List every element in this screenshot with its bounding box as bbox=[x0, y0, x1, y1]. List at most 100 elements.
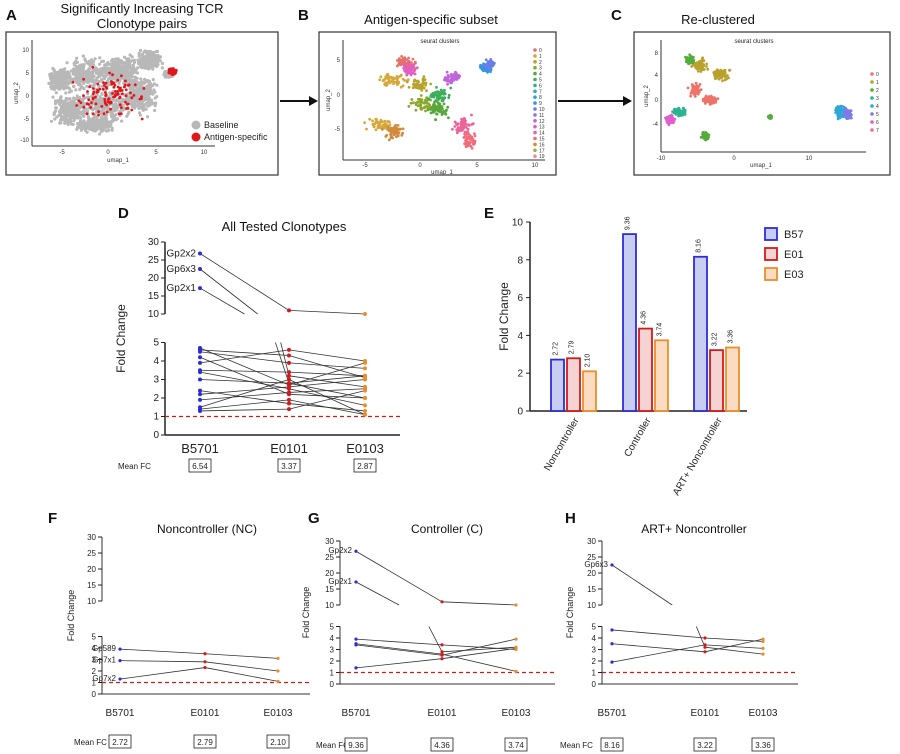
baseline-point bbox=[94, 121, 98, 125]
cluster-point bbox=[419, 94, 423, 97]
data-point bbox=[287, 390, 291, 395]
baseline-point bbox=[151, 101, 155, 105]
panel-c-frame bbox=[633, 31, 891, 176]
baseline-point bbox=[158, 59, 162, 63]
baseline-point bbox=[131, 63, 135, 67]
cluster-point bbox=[684, 55, 687, 59]
cluster-point bbox=[468, 141, 472, 144]
y-tick-label: 1 bbox=[330, 669, 335, 678]
cluster-point bbox=[399, 60, 402, 64]
panel-c-ytick: 0 bbox=[655, 98, 659, 104]
cluster-point bbox=[412, 101, 415, 105]
panel-letter-a: A bbox=[6, 7, 17, 24]
mean-fc-value: 9.36 bbox=[348, 741, 364, 750]
baseline-point bbox=[94, 78, 98, 82]
baseline-point bbox=[87, 76, 91, 80]
cluster-point bbox=[392, 133, 396, 137]
baseline-point bbox=[145, 89, 149, 93]
bar bbox=[654, 339, 669, 412]
baseline-point bbox=[74, 59, 78, 63]
baseline-point bbox=[73, 62, 77, 66]
series-line bbox=[204, 653, 279, 659]
panel-a-xtick: 10 bbox=[201, 150, 208, 156]
baseline-point bbox=[107, 66, 111, 70]
legend-marker bbox=[533, 48, 537, 52]
y-tick-label: 10 bbox=[87, 597, 96, 606]
baseline-point bbox=[54, 79, 58, 83]
y-tick-label: 2 bbox=[330, 657, 335, 666]
cluster-point bbox=[696, 69, 700, 73]
baseline-point bbox=[65, 70, 69, 74]
legend-marker bbox=[533, 54, 537, 58]
series-annotation: Gp2x1 bbox=[328, 577, 352, 586]
baseline-point bbox=[148, 89, 152, 93]
baseline-point bbox=[153, 108, 157, 113]
cluster-point bbox=[407, 85, 411, 89]
baseline-point bbox=[98, 118, 102, 122]
baseline-point bbox=[77, 78, 81, 82]
cluster-point bbox=[440, 107, 444, 111]
baseline-point bbox=[52, 86, 56, 90]
cluster-point bbox=[393, 128, 396, 132]
data-point bbox=[287, 397, 291, 402]
baseline-point bbox=[150, 65, 154, 69]
cluster-point bbox=[437, 92, 441, 96]
cluster-point bbox=[465, 137, 469, 141]
baseline-point bbox=[134, 68, 138, 72]
mean-fc-value: 2.79 bbox=[197, 738, 213, 747]
cluster-point bbox=[429, 94, 433, 98]
antigen-specific-point bbox=[104, 94, 107, 97]
mean-fc-box bbox=[266, 734, 290, 749]
baseline-point bbox=[101, 117, 106, 122]
legend-label: 15 bbox=[539, 137, 545, 143]
antigen-specific-point bbox=[106, 98, 110, 101]
legend-swatch bbox=[764, 247, 778, 261]
cluster-point bbox=[421, 79, 425, 82]
cluster-point bbox=[410, 66, 413, 69]
baseline-point bbox=[72, 119, 76, 123]
panel-c-xtick: -10 bbox=[657, 156, 666, 162]
mean-fc-value: 3.74 bbox=[508, 741, 524, 750]
cluster-point bbox=[446, 82, 449, 86]
baseline-point bbox=[75, 96, 79, 100]
data-point bbox=[276, 679, 280, 683]
data-point bbox=[276, 656, 280, 660]
cluster-point bbox=[387, 74, 390, 78]
baseline-point bbox=[50, 87, 54, 91]
baseline-point bbox=[94, 66, 98, 70]
x-category-label: B5701 bbox=[181, 441, 219, 456]
baseline-point bbox=[112, 106, 116, 110]
cluster-point bbox=[414, 101, 418, 105]
data-point bbox=[287, 370, 291, 375]
baseline-point bbox=[78, 106, 82, 110]
legend-marker bbox=[533, 113, 537, 117]
series-line bbox=[288, 371, 366, 377]
data-point bbox=[203, 660, 207, 664]
antigen-specific-point bbox=[92, 90, 96, 94]
cluster-point bbox=[450, 81, 454, 84]
cluster-point bbox=[691, 60, 695, 63]
baseline-point bbox=[90, 119, 94, 123]
baseline-point bbox=[138, 48, 143, 53]
series-line bbox=[288, 399, 366, 416]
cluster-point bbox=[714, 75, 718, 79]
y-tick-label: 10 bbox=[148, 309, 160, 320]
antigen-specific-point bbox=[133, 83, 137, 87]
cluster-point bbox=[439, 93, 443, 96]
cluster-point bbox=[426, 108, 430, 112]
data-point bbox=[198, 370, 202, 375]
data-point bbox=[354, 637, 358, 641]
series-line bbox=[355, 550, 443, 603]
legend-marker bbox=[870, 120, 874, 124]
x-category-label: B5701 bbox=[342, 708, 371, 719]
baseline-point bbox=[136, 66, 140, 70]
panel-a-ytick: -10 bbox=[20, 138, 29, 144]
x-category-label: E0103 bbox=[749, 708, 778, 719]
baseline-point bbox=[151, 92, 155, 96]
cluster-point bbox=[686, 60, 690, 64]
y-axis-label: Fold Change bbox=[565, 587, 575, 639]
data-point bbox=[363, 412, 367, 417]
series-line bbox=[199, 347, 290, 386]
antigen-specific-point bbox=[87, 98, 91, 102]
